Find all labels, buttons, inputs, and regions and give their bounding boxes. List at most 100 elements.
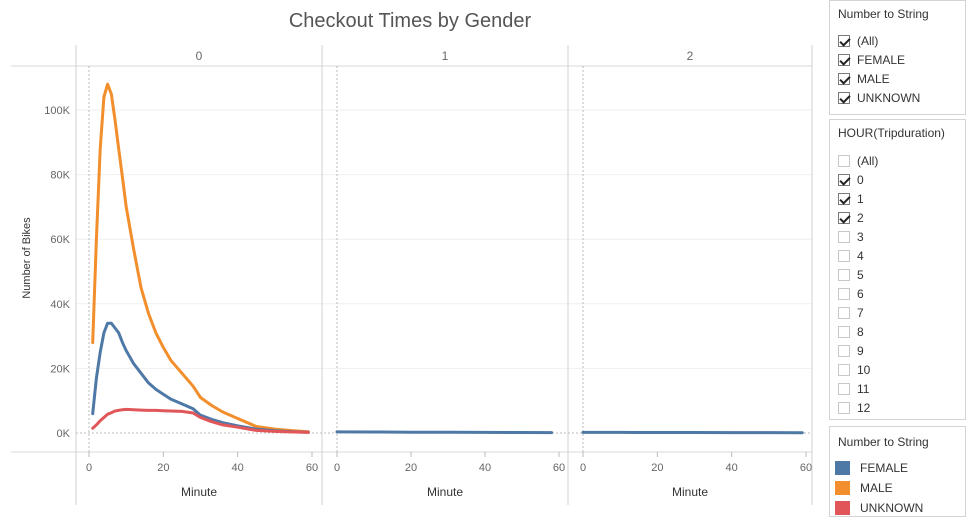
hour-filter-item[interactable]: 0 [830,170,965,189]
x-tick-label: 40 [232,462,244,474]
x-tick-label: 0 [334,462,340,474]
legend-label: FEMALE [860,461,909,475]
hour-filter-item-label: 7 [857,305,864,320]
hour-filter-item[interactable]: 6 [830,284,965,303]
panel-header-label: 2 [687,49,694,63]
legend-swatch [835,481,850,495]
hour-filter-checkbox[interactable] [838,344,850,357]
y-tick-label: 80K [50,170,70,182]
gender-filter-item-label: MALE [857,71,890,86]
y-axis-label: Number of Bikes [21,217,33,299]
hour-filter-item[interactable]: 2 [830,208,965,227]
y-tick-label: 100K [44,105,70,117]
color-legend-panel: Number to String FEMALE MALE UNKNOWN [829,426,966,517]
x-tick-label: 0 [86,462,92,474]
hour-filter-item-label: 2 [857,210,864,225]
legend-swatch [835,461,850,475]
x-tick-label: 20 [157,462,169,474]
x-tick-label: 0 [580,462,586,474]
hour-filter-item[interactable]: 3 [830,227,965,246]
hour-filter-checkbox[interactable] [838,306,850,319]
hour-filter-checkbox[interactable] [838,287,850,300]
hour-filter-item[interactable]: 1 [830,189,965,208]
gender-filter-checkbox[interactable] [838,53,850,66]
x-tick-label: 40 [726,462,738,474]
hour-filter-item-label: 1 [857,191,864,206]
hour-filter-title: HOUR(Tripduration) [838,126,945,140]
hour-filter-checkbox[interactable] [838,230,850,243]
hour-filter-item-label: 12 [857,400,871,415]
series-line-female [335,430,554,435]
y-tick-label: 20K [50,363,70,375]
gender-filter-item[interactable]: UNKNOWN [830,88,965,107]
hour-filter-item[interactable]: 8 [830,322,965,341]
hour-filter-item[interactable]: 4 [830,246,965,265]
hour-filter-item[interactable]: 10 [830,360,965,379]
hour-filter-item-label: 10 [857,362,871,377]
hour-filter-item-label: 8 [857,324,864,339]
legend-item[interactable]: UNKNOWN [830,498,965,518]
x-axis-label: Minute [672,485,708,499]
hour-filter-item-label: 9 [857,343,864,358]
hour-filter-checkbox[interactable] [838,325,850,338]
hour-filter-item-label: 11 [857,381,870,396]
legend-label: MALE [860,481,893,495]
gender-filter-item[interactable]: MALE [830,69,965,88]
panel-header-label: 1 [442,49,449,63]
y-tick-label: 60K [50,234,70,246]
hour-filter-checkbox[interactable] [838,154,850,167]
gender-filter-item-label: UNKNOWN [857,90,921,105]
series-line-male [91,82,310,434]
hour-filter-checkbox[interactable] [838,363,850,376]
hour-filter-item-label: 0 [857,172,864,187]
hour-filter-item[interactable]: 12 [830,398,965,417]
x-tick-label: 40 [479,462,491,474]
hour-filter-item-label: 3 [857,229,864,244]
gender-filter-item[interactable]: FEMALE [830,50,965,69]
hour-filter-item[interactable]: 11 [830,379,965,398]
y-tick-label: 0K [57,428,71,440]
hour-filter-checkbox[interactable] [838,268,850,281]
legend-item[interactable]: MALE [830,478,965,498]
legend-item[interactable]: FEMALE [830,458,965,478]
hour-filter-checkbox[interactable] [838,192,850,205]
gender-filter-item-label: FEMALE [857,52,906,67]
x-tick-label: 20 [405,462,417,474]
gender-filter-item[interactable]: (All) [830,31,965,50]
x-tick-label: 60 [800,462,812,474]
series-line-unknown [91,407,310,434]
x-tick-label: 20 [651,462,663,474]
legend-label: UNKNOWN [860,501,924,515]
hour-filter-panel: HOUR(Tripduration) (All) 0 1 2 3 4 5 6 7 8 9 10 11 12 [829,119,966,420]
gender-filter-title: Number to String [838,7,929,21]
chart-title: Checkout Times by Gender [288,10,532,32]
gender-filter-item-label: (All) [857,33,879,48]
x-axis-label: Minute [181,485,217,499]
hour-filter-checkbox[interactable] [838,382,850,395]
hour-filter-checkbox[interactable] [838,401,850,414]
gender-filter-checkbox[interactable] [838,91,850,104]
hour-filter-item[interactable]: (All) [830,151,965,170]
x-tick-label: 60 [553,462,565,474]
hour-filter-item-label: 6 [857,286,864,301]
x-axis-label: Minute [427,485,463,499]
hour-filter-item-label: (All) [857,153,879,168]
legend-swatch [835,501,850,515]
chart-area: Checkout Times by Gender 0K 20K 40K 60K 80K 1… [11,10,813,505]
hour-filter-item-label: 5 [857,267,864,282]
panel-header-label: 0 [196,49,203,63]
x-tick-label: 60 [306,462,318,474]
y-tick-label: 40K [50,299,70,311]
hour-filter-checkbox[interactable] [838,249,850,262]
gender-filter-panel: Number to String (All) FEMALE MALE UNKNOWN [829,0,966,115]
gender-filter-checkbox[interactable] [838,72,850,85]
hour-filter-item[interactable]: 5 [830,265,965,284]
legend-title: Number to String [838,435,929,449]
hour-filter-item-label: 4 [857,248,864,263]
hour-filter-item[interactable]: 7 [830,303,965,322]
hour-filter-item[interactable]: 9 [830,341,965,360]
gender-filter-checkbox[interactable] [838,34,850,47]
hour-filter-checkbox[interactable] [838,211,850,224]
hour-filter-checkbox[interactable] [838,173,850,186]
